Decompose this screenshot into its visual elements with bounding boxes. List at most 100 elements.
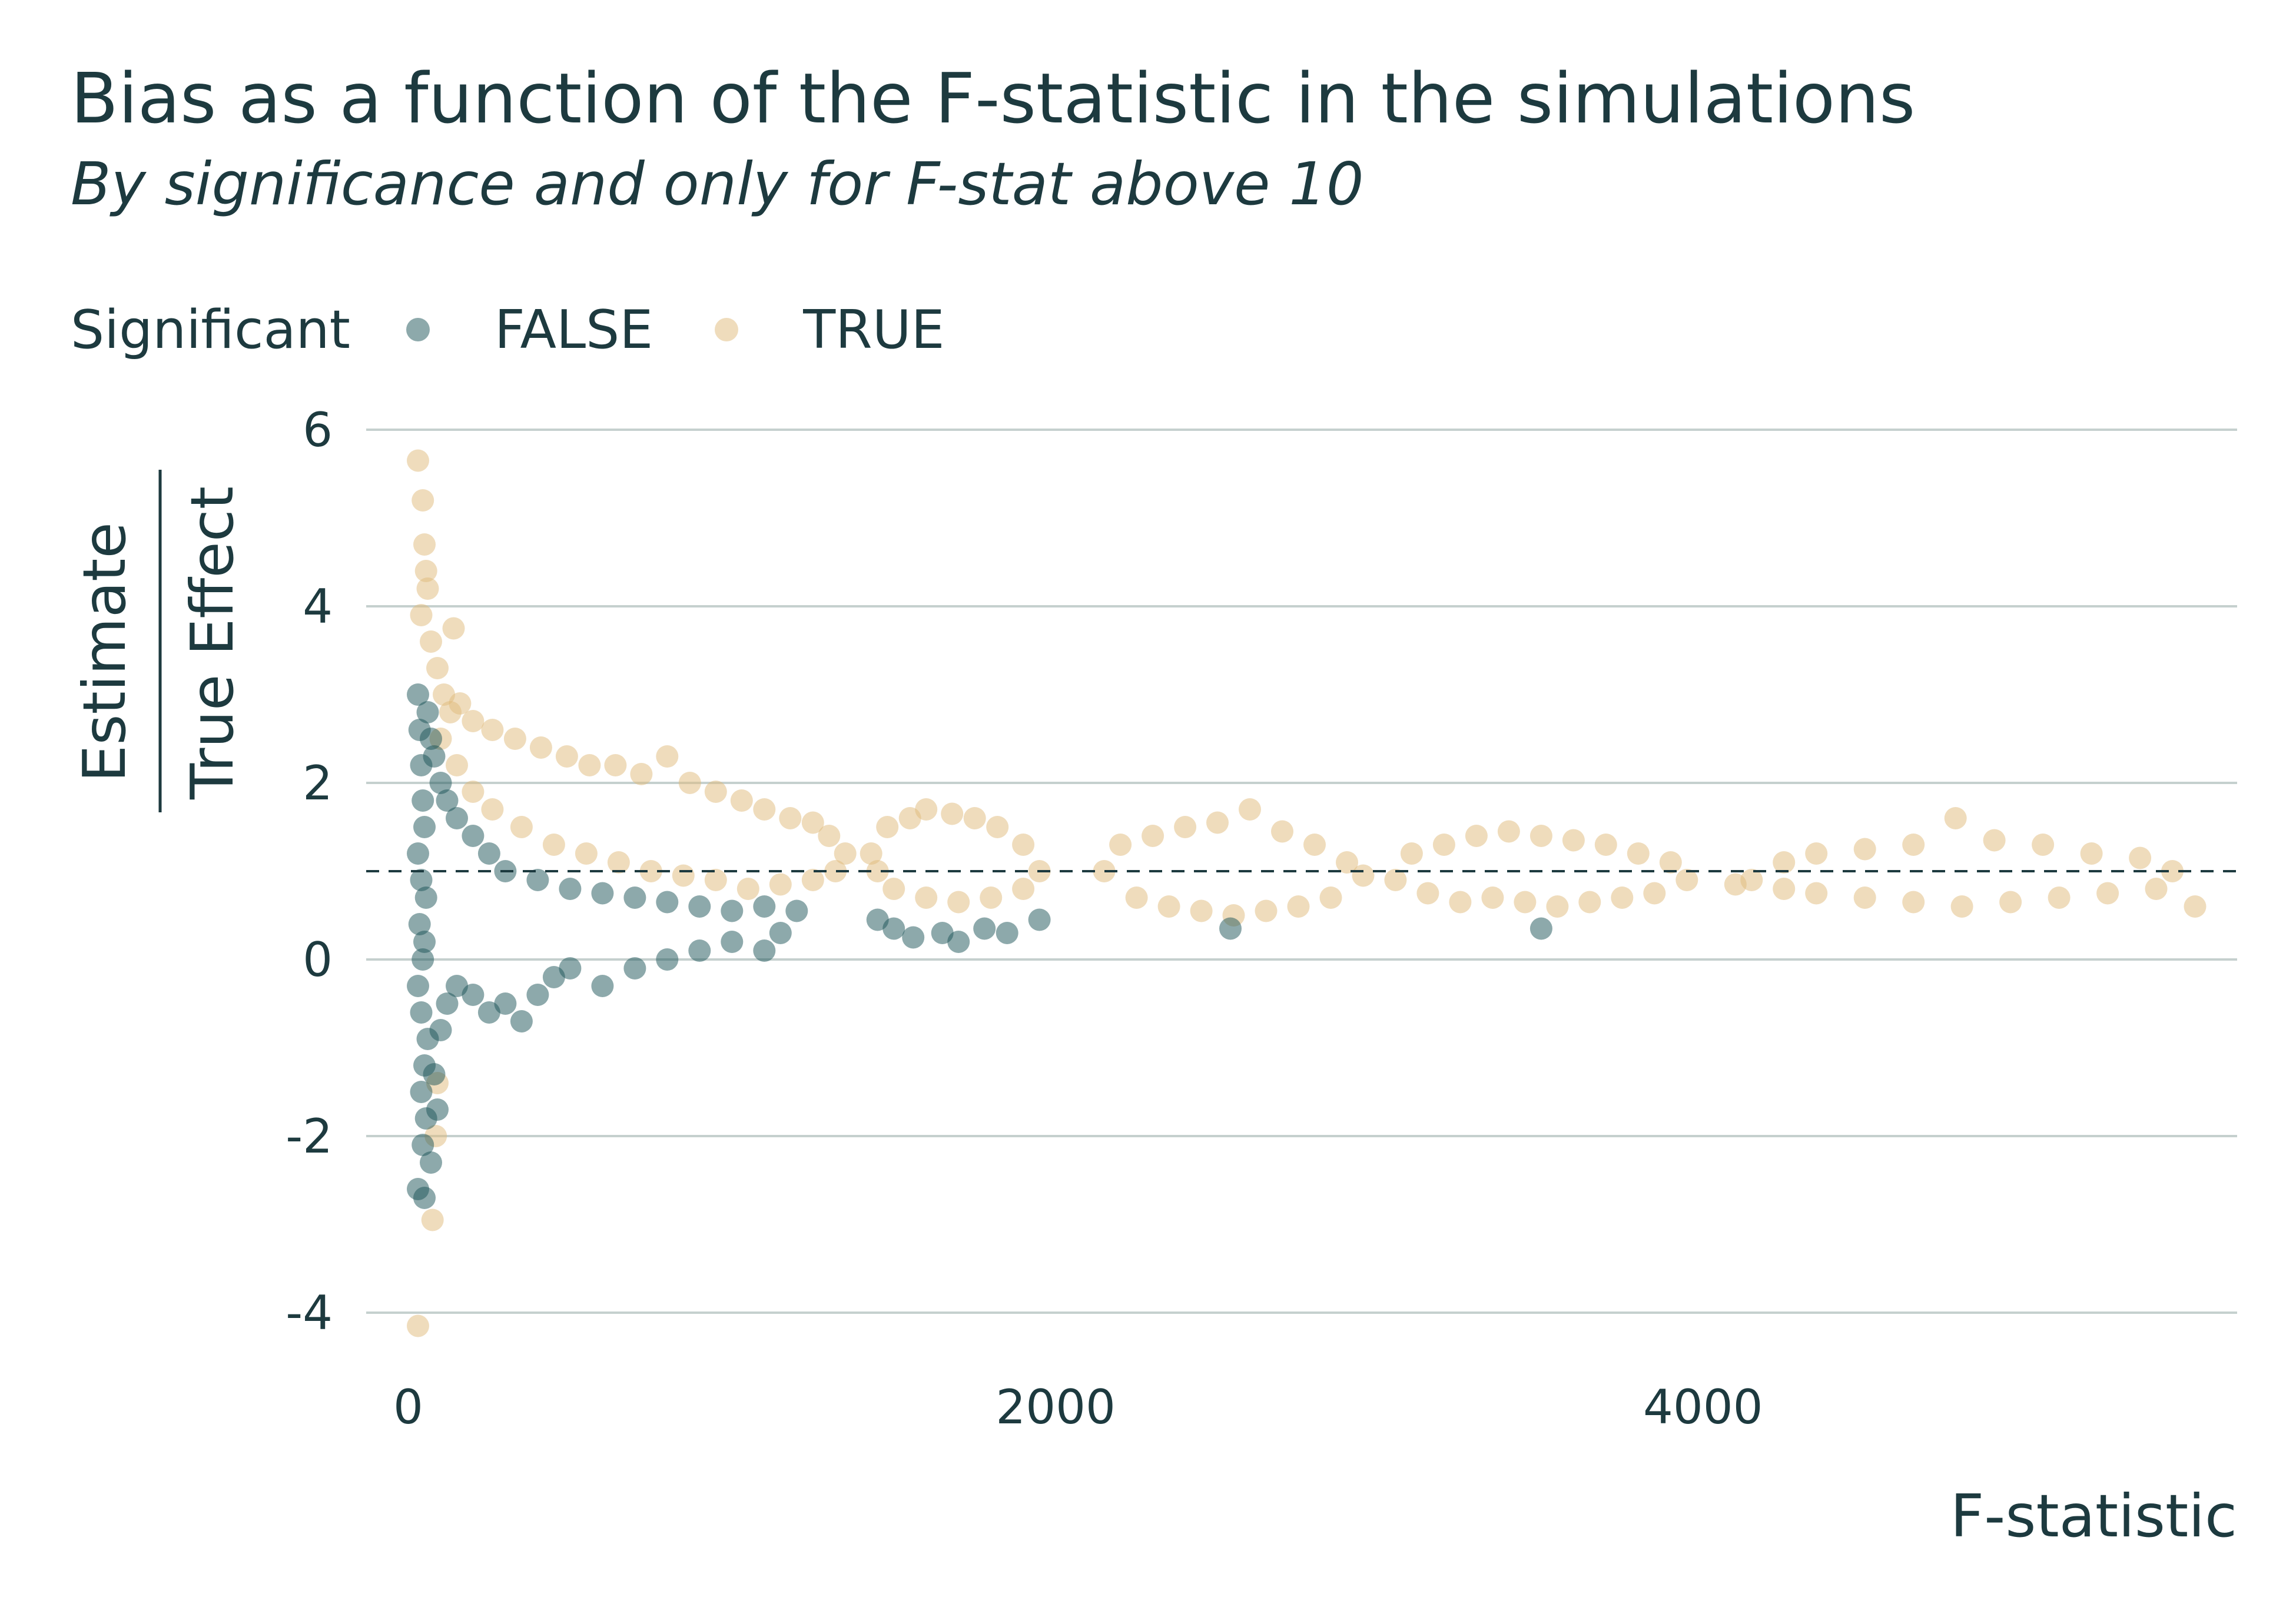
- point-false: [623, 886, 646, 909]
- point-false: [947, 931, 970, 953]
- point-true: [1675, 869, 1698, 891]
- point-true: [1546, 895, 1569, 918]
- y-tick-label: -2: [286, 1109, 333, 1164]
- y-axis-title-denominator: True Effect: [178, 486, 247, 800]
- point-true: [1109, 834, 1132, 856]
- point-true: [578, 754, 601, 776]
- point-true: [860, 842, 882, 865]
- point-false: [412, 948, 434, 971]
- point-false: [882, 917, 905, 940]
- point-true: [1481, 886, 1504, 909]
- point-false: [973, 917, 996, 940]
- point-false: [462, 825, 485, 847]
- point-true: [1562, 829, 1585, 852]
- point-true: [416, 577, 439, 600]
- point-true: [753, 798, 776, 821]
- point-false: [996, 922, 1018, 944]
- legend-title: Significant: [71, 298, 350, 361]
- point-false: [688, 895, 711, 918]
- y-tick-label: 6: [303, 403, 333, 457]
- point-true: [1611, 886, 1634, 909]
- point-true: [656, 745, 679, 768]
- point-true: [882, 878, 905, 900]
- point-false: [420, 1151, 442, 1174]
- point-true: [1944, 807, 1967, 829]
- point-true: [1142, 825, 1164, 847]
- point-false: [785, 899, 808, 922]
- point-true: [2184, 895, 2207, 918]
- point-true: [449, 692, 472, 715]
- point-false: [429, 1019, 452, 1041]
- point-true: [801, 869, 824, 891]
- point-true: [604, 754, 627, 776]
- point-false: [591, 882, 614, 905]
- point-false: [902, 926, 925, 949]
- point-false: [413, 931, 436, 953]
- point-true: [876, 816, 899, 838]
- point-true: [407, 1314, 429, 1337]
- point-true: [2080, 842, 2103, 865]
- point-true: [1627, 842, 1650, 865]
- point-true: [421, 1208, 444, 1231]
- point-true: [446, 754, 468, 776]
- point-false: [410, 1081, 433, 1103]
- point-false: [407, 842, 429, 865]
- point-true: [1659, 851, 1682, 874]
- point-true: [462, 781, 485, 803]
- point-true: [1093, 860, 1116, 882]
- point-true: [2048, 886, 2071, 909]
- point-true: [2032, 834, 2055, 856]
- y-tick-label: -4: [286, 1286, 333, 1340]
- point-true: [1805, 842, 1828, 865]
- point-false: [408, 913, 431, 935]
- point-false: [413, 816, 436, 838]
- point-true: [1853, 886, 1876, 909]
- point-false: [753, 895, 776, 918]
- point-false: [426, 1098, 449, 1121]
- point-true: [824, 860, 847, 882]
- legend-label-true: TRUE: [803, 298, 945, 361]
- y-axis-title-numerator: Estimate: [70, 522, 139, 782]
- chart-subtitle: By significance and only for F-stat abov…: [71, 150, 1364, 218]
- point-true: [481, 719, 504, 741]
- point-false: [1028, 908, 1051, 931]
- y-axis-ticks: -4 -2 0 2 4 6: [286, 403, 333, 1340]
- point-true: [1303, 834, 1326, 856]
- point-false: [407, 683, 429, 706]
- point-false: [410, 1001, 433, 1024]
- point-true: [1012, 878, 1035, 900]
- point-false: [656, 891, 679, 914]
- point-true: [420, 630, 442, 653]
- point-true: [503, 728, 526, 750]
- legend-item-true: TRUE: [715, 299, 944, 361]
- point-true: [1902, 891, 1925, 914]
- point-true: [947, 891, 970, 914]
- point-true: [866, 860, 889, 882]
- point-true: [834, 842, 857, 865]
- point-true: [1287, 895, 1310, 918]
- point-true: [529, 736, 552, 759]
- point-true: [1529, 825, 1552, 847]
- point-true: [462, 710, 485, 732]
- point-true: [1643, 882, 1666, 905]
- legend-key-true: [715, 318, 739, 341]
- point-false: [412, 789, 434, 812]
- point-true: [1983, 829, 2006, 852]
- point-false: [477, 842, 500, 865]
- point-true: [1319, 886, 1342, 909]
- point-true: [1432, 834, 1455, 856]
- point-true: [1174, 816, 1197, 838]
- point-true: [1125, 886, 1148, 909]
- point-true: [1190, 899, 1213, 922]
- point-false: [526, 869, 549, 891]
- point-false: [688, 939, 711, 962]
- point-true: [730, 789, 753, 812]
- legend: Significant FALSE TRUE: [71, 297, 1006, 362]
- point-false: [423, 1063, 446, 1085]
- point-true: [414, 560, 437, 582]
- point-false: [407, 975, 429, 997]
- x-axis-title: F-statistic: [1950, 1482, 2237, 1550]
- point-false: [412, 1134, 434, 1156]
- y-tick-label: 2: [303, 756, 333, 811]
- point-true: [779, 807, 802, 829]
